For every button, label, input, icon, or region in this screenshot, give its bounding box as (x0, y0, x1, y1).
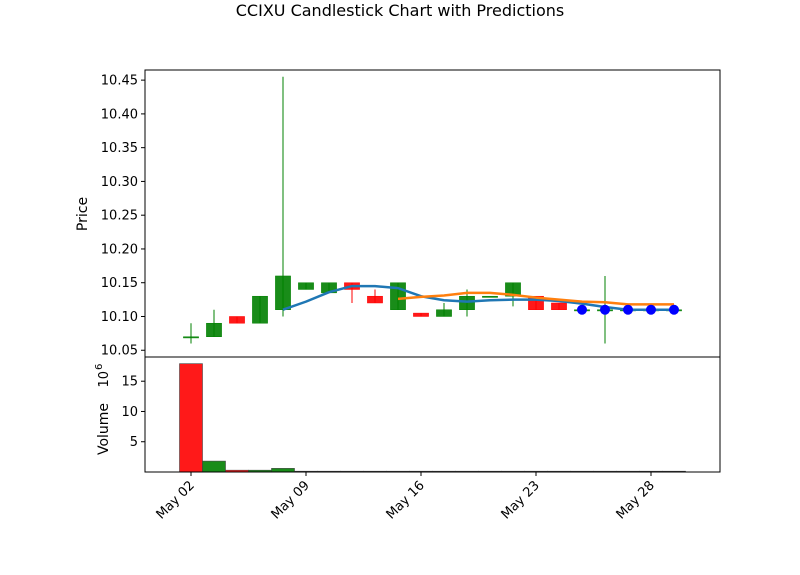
price-ytick-label: 10.15 (101, 276, 138, 291)
candle-body (275, 275, 291, 310)
candle-body (505, 282, 521, 297)
x-tick-label: May 28 (614, 478, 658, 522)
candle-body (298, 282, 314, 290)
volume-bar (271, 468, 295, 473)
x-tick-label: May 16 (384, 478, 428, 522)
volume-ytick-label: 15 (121, 375, 138, 390)
price-ytick-label: 10.40 (101, 107, 138, 122)
volume-bar (179, 363, 203, 473)
price-ytick-label: 10.05 (101, 344, 138, 359)
candle-body (551, 302, 567, 310)
candle-body (183, 336, 199, 339)
prediction-point (600, 304, 610, 315)
moving-average-line-blue (282, 284, 674, 311)
price-ytick-label: 10.25 (101, 209, 138, 224)
volume-axis-label: Volume (96, 403, 112, 455)
prediction-point (623, 304, 633, 315)
volume-panel: 5 10 15 May 02 May 09 May 16 May 23 May 28 (121, 356, 721, 522)
volume-ytick-label: 5 (130, 435, 138, 450)
price-axes-frame (144, 69, 721, 358)
candle-body (206, 322, 222, 337)
volume-scale-base: 10 (97, 371, 112, 388)
candle-body (367, 295, 383, 304)
x-tick-label: May 02 (154, 478, 198, 522)
candle-body (252, 295, 268, 324)
volume-bar (202, 460, 226, 473)
price-ytick-label: 10.45 (101, 74, 138, 89)
candle-body (482, 295, 498, 298)
candle-body (413, 312, 429, 317)
x-tick-label: May 09 (269, 478, 313, 522)
price-ytick-label: 10.20 (101, 242, 138, 257)
candle-body (459, 295, 475, 310)
candle-body (229, 316, 245, 324)
volume-ytick-label: 10 (121, 405, 138, 420)
prediction-point (646, 304, 656, 315)
volume-scale-exponent: 6 (94, 364, 105, 370)
volume-axes-frame (144, 356, 721, 473)
volume-scale-factor: 10 6 (94, 364, 112, 388)
price-axis-label: Price (75, 197, 91, 231)
chart-title: CCIXU Candlestick Chart with Predictions (236, 1, 565, 20)
price-ytick-label: 10.35 (101, 141, 138, 156)
prediction-point (577, 304, 587, 315)
x-tick-label: May 23 (499, 478, 543, 522)
moving-average-line-orange (397, 291, 674, 306)
prediction-point (669, 304, 679, 315)
price-ytick-label: 10.10 (101, 310, 138, 325)
price-ytick-label: 10.30 (101, 175, 138, 190)
price-panel: 10.05 10.10 10.15 10.20 10.25 10.30 10.35 10.40… (101, 69, 721, 359)
candle-body (436, 309, 452, 317)
